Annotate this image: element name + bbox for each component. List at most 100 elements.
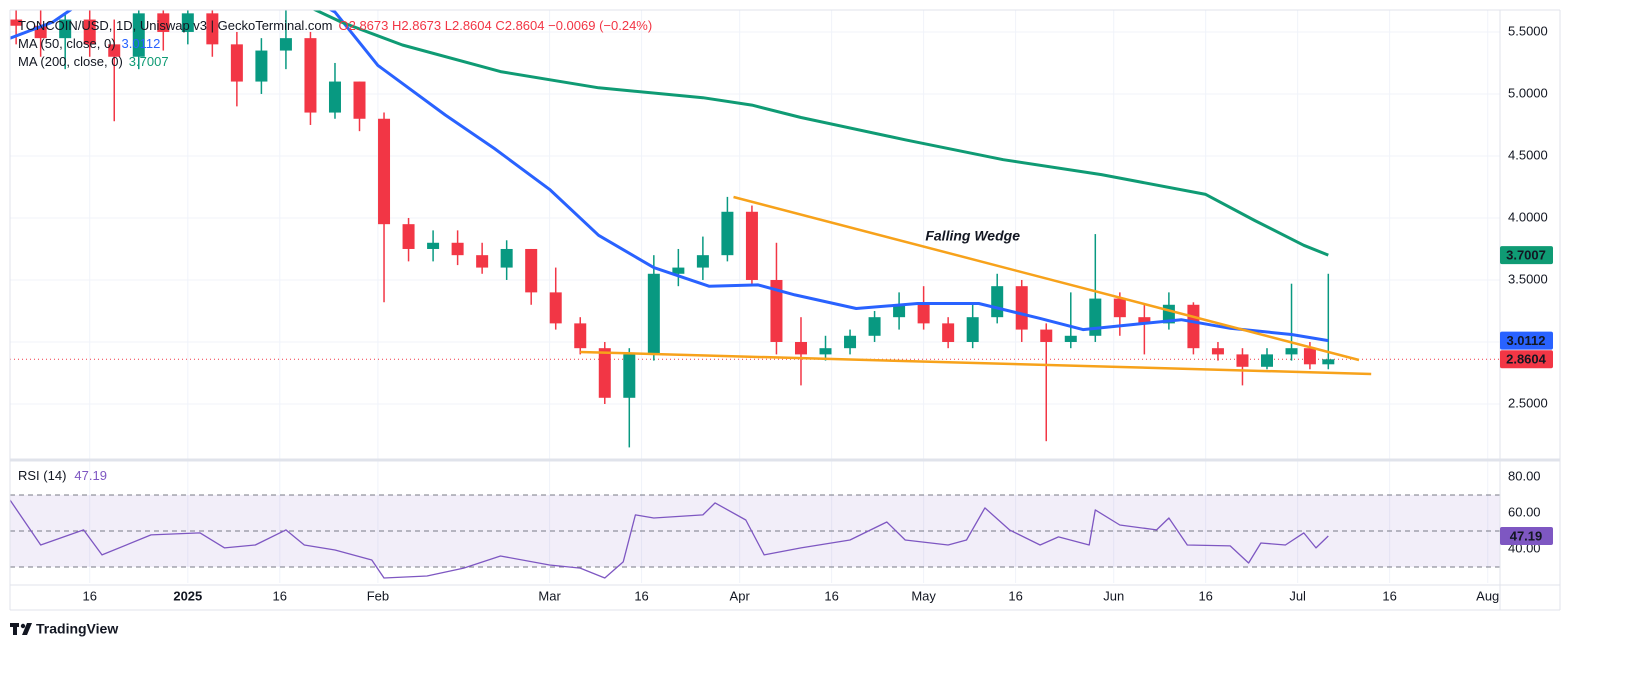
- candle-body: [549, 292, 562, 324]
- legend-value: 3.0112: [122, 36, 161, 51]
- x-tick-label: Mar: [538, 588, 561, 603]
- candle-body: [1064, 335, 1077, 342]
- y-tick-label: 60.00: [1508, 504, 1541, 519]
- candle-body: [893, 304, 906, 318]
- candle-body: [1322, 359, 1335, 365]
- candle-body: [108, 44, 121, 57]
- x-tick-label: Feb: [367, 588, 389, 603]
- x-tick-label: 16: [273, 588, 287, 603]
- candle-body: [1015, 286, 1028, 330]
- candle-body: [279, 38, 292, 51]
- annotation: Falling Wedge: [925, 228, 1020, 244]
- price-label: 3.7007: [1506, 248, 1546, 263]
- y-tick-label: 5.5000: [1508, 23, 1548, 38]
- price-label-box: [1500, 350, 1553, 369]
- y-tick-label: 2.5000: [1508, 395, 1548, 410]
- candle-body: [696, 255, 709, 268]
- moving-average: [10, 10, 1329, 343]
- candle-body: [1138, 317, 1151, 324]
- candle-body: [132, 13, 145, 57]
- candle-body: [819, 348, 832, 355]
- rsi-label: 47.19: [1510, 528, 1543, 543]
- candle-body: [770, 279, 783, 342]
- candle-body: [991, 286, 1004, 318]
- candle-body: [1236, 354, 1249, 367]
- candle-body: [451, 242, 464, 256]
- logo-shape: [20, 623, 26, 629]
- x-tick-label: 16: [634, 588, 648, 603]
- candle-body: [1260, 354, 1273, 367]
- candle-body: [1089, 298, 1102, 336]
- candle-body: [157, 13, 170, 32]
- candle-body: [181, 13, 194, 32]
- rsi-pane: [10, 494, 1500, 579]
- candle-body: [598, 348, 611, 398]
- rsi-label-box: [1500, 527, 1553, 546]
- y-tick-label: 3.5000: [1508, 271, 1548, 286]
- legend-ma50: MA (50, close, 0) 3.0112: [18, 36, 160, 51]
- price-label: 3.0112: [1506, 333, 1545, 348]
- header: TONCOIN/USD, 1D, Uniswap v3 | GeckoTermi…: [18, 18, 652, 33]
- logo-shape: [22, 623, 32, 635]
- brand: TradingView: [36, 621, 118, 637]
- legend-ma200: MA (200, close, 0) 3.7007: [18, 54, 169, 69]
- logo-shape: [13, 623, 17, 635]
- legend-name: MA (50, close, 0): [18, 36, 116, 51]
- x-tick-label: 2025: [173, 588, 202, 603]
- x-tick-label: Aug: [1476, 588, 1499, 603]
- x-tick-label: 16: [1382, 588, 1396, 603]
- x-tick-label: 16: [1198, 588, 1212, 603]
- y-tick-label: 5.0000: [1508, 85, 1548, 100]
- price-label: 2.8604: [1506, 352, 1547, 367]
- x-tick-label: 16: [82, 588, 96, 603]
- candle-body: [844, 335, 857, 349]
- brand-logo: TradingView: [10, 621, 118, 637]
- candle-body: [623, 354, 636, 398]
- candle-body: [476, 255, 489, 268]
- y-tick-label: 4.5000: [1508, 147, 1548, 162]
- candle-body: [1040, 329, 1053, 342]
- candle-body: [427, 242, 440, 249]
- legend-value: 3.7007: [129, 54, 169, 69]
- candle-body: [206, 13, 219, 45]
- price-label-box: [1500, 246, 1553, 265]
- candle-body: [745, 211, 758, 280]
- candle-body: [353, 81, 366, 119]
- candle-body: [255, 50, 268, 82]
- rsi-line: [10, 499, 1329, 579]
- ohlc: O2.8673 H2.8673 L2.8604 C2.8604 −0.0069 …: [339, 18, 653, 33]
- candle-body: [942, 323, 955, 342]
- candle-body: [525, 248, 538, 293]
- candle-body: [721, 211, 734, 256]
- candle-body: [378, 118, 391, 225]
- legend-name: MA (200, close, 0): [18, 54, 123, 69]
- price-label-box: [1500, 331, 1553, 350]
- label-layer: 16 2025 16 Feb Mar 16 Apr 16 May 16 Jun 16 Jul 16 Aug 2…: [82, 23, 1553, 603]
- legend-rsi: RSI (14) 47.19: [18, 468, 107, 483]
- y-tick-label: 4.0000: [1508, 209, 1548, 224]
- candle-body: [672, 267, 685, 274]
- symbol: TONCOIN/USD, 1D, Uniswap v3 | GeckoTermi…: [18, 18, 333, 33]
- candle-body: [966, 317, 979, 342]
- trendline: [733, 195, 1360, 362]
- frame: [9, 9, 1561, 611]
- rsi-band: [10, 494, 1500, 567]
- x-tick-label: 16: [824, 588, 838, 603]
- legend-name: RSI (14): [18, 468, 66, 483]
- candle-body: [1211, 348, 1224, 355]
- candle-body: [402, 224, 415, 249]
- candle-body: [1303, 348, 1316, 365]
- candle-body: [868, 317, 881, 336]
- x-tick-label: May: [911, 588, 936, 603]
- candle-body: [1113, 298, 1126, 318]
- candle-body: [304, 38, 317, 113]
- x-tick-label: Jul: [1289, 588, 1306, 603]
- candle-body: [574, 323, 587, 349]
- moving-average: [312, 10, 1329, 257]
- x-tick-label: Apr: [730, 588, 751, 603]
- candle-body: [10, 19, 23, 26]
- candle-body: [1187, 304, 1200, 349]
